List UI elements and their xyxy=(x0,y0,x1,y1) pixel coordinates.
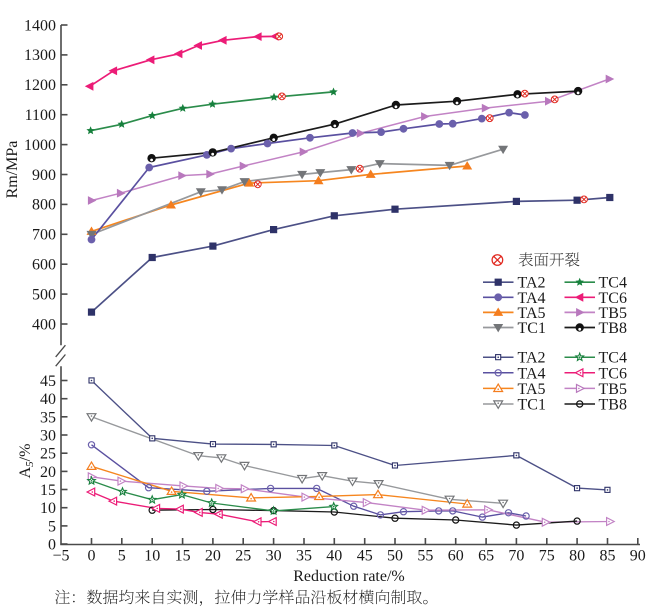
svg-text:TB8: TB8 xyxy=(599,320,627,337)
svg-text:TC6: TC6 xyxy=(599,365,627,382)
svg-text:90: 90 xyxy=(630,548,646,565)
svg-text:0: 0 xyxy=(88,548,96,565)
svg-text:50: 50 xyxy=(387,548,403,565)
svg-text:800: 800 xyxy=(32,197,56,214)
svg-text:TB8: TB8 xyxy=(599,397,627,414)
svg-text:TC4: TC4 xyxy=(599,275,627,292)
svg-text:5: 5 xyxy=(48,518,56,535)
svg-text:55: 55 xyxy=(417,548,433,565)
svg-text:60: 60 xyxy=(448,548,464,565)
svg-text:65: 65 xyxy=(478,548,494,565)
svg-text:TA2: TA2 xyxy=(518,350,546,367)
svg-text:70: 70 xyxy=(508,548,524,565)
svg-text:80: 80 xyxy=(569,548,585,565)
svg-text:TA4: TA4 xyxy=(518,365,546,382)
svg-text:25: 25 xyxy=(40,446,56,463)
svg-text:TC4: TC4 xyxy=(599,350,627,367)
svg-text:45: 45 xyxy=(40,373,56,390)
svg-text:30: 30 xyxy=(40,428,56,445)
svg-text:500: 500 xyxy=(32,286,56,303)
svg-text:35: 35 xyxy=(296,548,312,565)
svg-text:TA2: TA2 xyxy=(518,275,546,292)
svg-text:TC1: TC1 xyxy=(518,397,546,414)
svg-text:0: 0 xyxy=(48,537,56,554)
svg-text:TA5: TA5 xyxy=(518,305,546,322)
svg-text:1200: 1200 xyxy=(24,77,56,94)
svg-text:5: 5 xyxy=(118,548,126,565)
svg-text:TB5: TB5 xyxy=(599,381,627,398)
svg-text:10: 10 xyxy=(144,548,160,565)
svg-text:1400: 1400 xyxy=(24,17,56,34)
svg-text:20: 20 xyxy=(40,464,56,481)
svg-text:1300: 1300 xyxy=(24,47,56,64)
svg-text:15: 15 xyxy=(40,482,56,499)
svg-text:30: 30 xyxy=(266,548,282,565)
svg-text:40: 40 xyxy=(40,391,56,408)
svg-text:400: 400 xyxy=(32,316,56,333)
svg-text:15: 15 xyxy=(175,548,191,565)
svg-text:45: 45 xyxy=(357,548,373,565)
svg-text:TC1: TC1 xyxy=(518,320,546,337)
svg-text:700: 700 xyxy=(32,227,56,244)
svg-text:Rm/MPa: Rm/MPa xyxy=(4,141,21,199)
svg-text:10: 10 xyxy=(40,500,56,517)
svg-text:A5/%: A5/% xyxy=(17,444,36,479)
svg-text:600: 600 xyxy=(32,257,56,274)
svg-text:−5: −5 xyxy=(52,548,69,565)
svg-text:1000: 1000 xyxy=(24,137,56,154)
svg-text:TC6: TC6 xyxy=(599,290,627,307)
svg-text:1100: 1100 xyxy=(25,107,56,124)
svg-text:900: 900 xyxy=(32,167,56,184)
svg-text:40: 40 xyxy=(326,548,342,565)
svg-text:TA5: TA5 xyxy=(518,381,546,398)
svg-text:75: 75 xyxy=(539,548,555,565)
svg-text:85: 85 xyxy=(600,548,616,565)
svg-text:Reduction rate/%: Reduction rate/% xyxy=(293,568,405,585)
svg-text:20: 20 xyxy=(205,548,221,565)
svg-text:35: 35 xyxy=(40,409,56,426)
svg-text:TA4: TA4 xyxy=(518,290,546,307)
svg-text:TB5: TB5 xyxy=(599,305,627,322)
svg-text:25: 25 xyxy=(235,548,251,565)
